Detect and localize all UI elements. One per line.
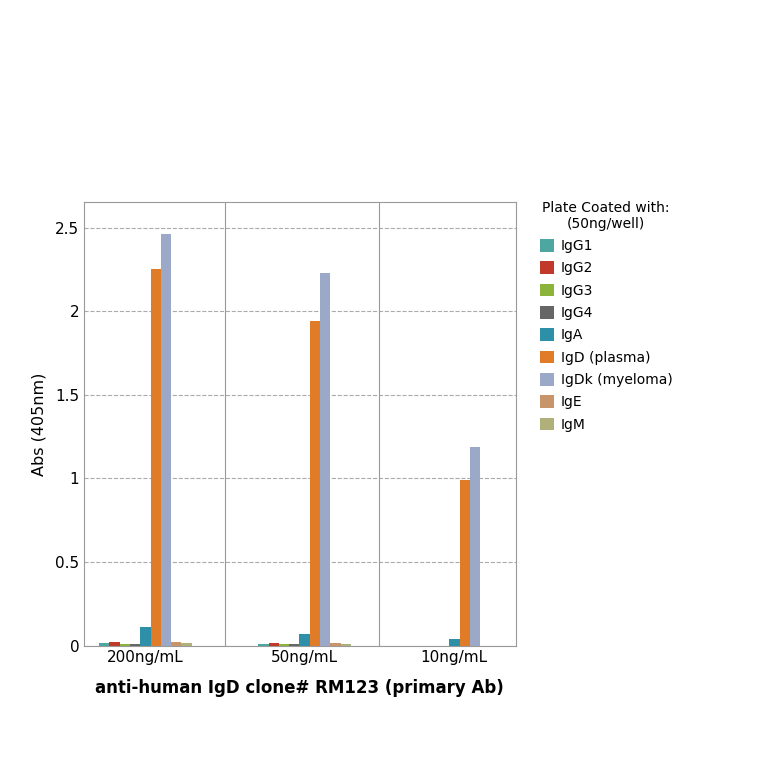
Bar [330,643,341,646]
Bar [99,643,109,646]
Bar [449,639,459,646]
Bar [299,634,309,646]
Bar [470,448,480,646]
Bar [181,643,192,646]
Bar [279,644,289,646]
Bar [160,235,171,646]
Legend: IgG1, IgG2, IgG3, IgG4, IgA, IgD (plasma), IgDk (myeloma), IgE, IgM: IgG1, IgG2, IgG3, IgG4, IgA, IgD (plasma… [540,200,672,432]
Bar [109,642,120,646]
X-axis label: anti-human IgD clone# RM123 (primary Ab): anti-human IgD clone# RM123 (primary Ab) [96,679,504,698]
Bar [151,270,160,646]
Bar [309,321,320,646]
Bar [289,644,299,646]
Bar [141,627,151,646]
Bar [459,480,470,646]
Bar [130,644,141,646]
Bar [268,643,279,646]
Y-axis label: Abs (405nm): Abs (405nm) [32,372,47,476]
Bar [171,643,181,646]
Bar [120,644,130,646]
Bar [258,643,268,646]
Bar [341,643,351,646]
Bar [320,273,330,646]
